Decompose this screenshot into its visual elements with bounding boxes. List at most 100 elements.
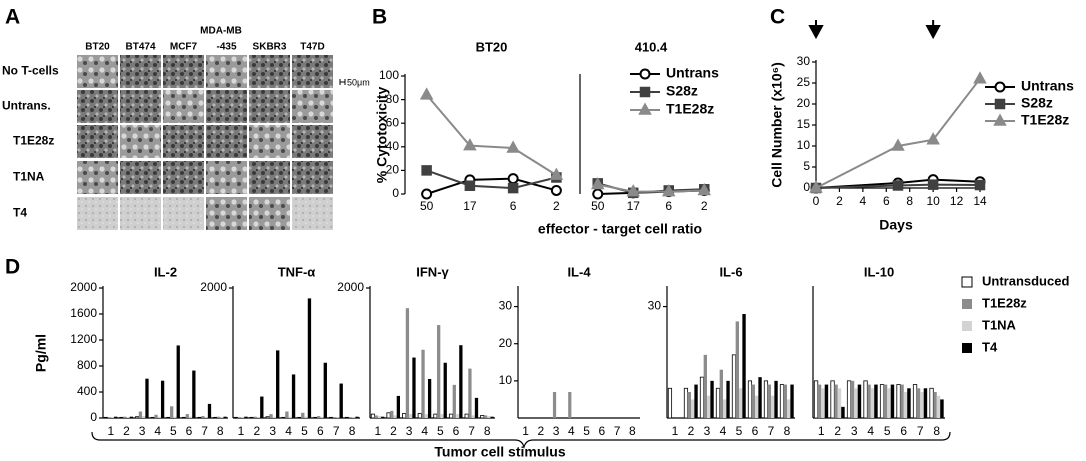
bar <box>405 308 410 418</box>
x-tick-label: 4 <box>421 424 428 438</box>
bar <box>699 376 705 419</box>
micrograph <box>77 197 118 230</box>
bar <box>452 384 456 418</box>
bar <box>735 321 739 418</box>
bar <box>433 413 438 419</box>
row-label: No T-cells <box>2 64 59 78</box>
bar <box>355 416 359 418</box>
bar <box>344 416 350 419</box>
bar <box>135 416 140 419</box>
x-axis-label: Tumor cell stimulus <box>434 444 565 460</box>
bar <box>150 416 155 419</box>
point <box>891 138 905 151</box>
column-label: T47D <box>300 42 324 53</box>
x-tick-label: 6 <box>186 424 193 438</box>
y-tick-label: 20 <box>797 96 811 110</box>
micrograph <box>292 125 333 158</box>
x-tick-label: 7 <box>333 424 340 438</box>
micrograph <box>77 55 118 88</box>
series-line <box>815 178 981 189</box>
bar <box>316 416 321 418</box>
x-tick-label: 2 <box>123 424 130 438</box>
y-axis-label: Cell Number (x10⁶) <box>769 62 785 187</box>
bar <box>448 413 454 419</box>
point <box>463 138 477 151</box>
bar <box>181 416 187 419</box>
x-tick-label: 1 <box>672 424 679 438</box>
bar <box>903 392 908 418</box>
bar <box>763 380 769 419</box>
bar <box>157 416 161 418</box>
bar <box>390 410 394 418</box>
bar <box>687 392 691 418</box>
y-tick-label: 20 <box>386 163 400 177</box>
x-tick-label: 3 <box>704 424 711 438</box>
y-tick-label: 0 <box>803 180 810 194</box>
point <box>464 180 476 191</box>
micrograph <box>249 90 290 123</box>
legend-label: S28z <box>1021 95 1053 111</box>
panel-letter: A <box>5 6 20 29</box>
bar <box>370 413 375 419</box>
bar <box>281 416 286 419</box>
bar <box>933 392 937 418</box>
y-tick-label: 30 <box>797 54 811 68</box>
bar <box>110 417 115 418</box>
bar <box>374 415 378 418</box>
bar <box>907 388 911 418</box>
row-label: T1E28z <box>13 134 54 148</box>
y-tick-label: 20 <box>499 336 513 350</box>
bar <box>336 417 340 418</box>
bar <box>936 395 941 418</box>
bar <box>207 403 212 418</box>
legend-label: Untransduced <box>982 273 1069 288</box>
legend-label: T4 <box>982 339 998 354</box>
y-tick-label: 40 <box>386 139 400 153</box>
legend-marker <box>994 81 1006 93</box>
point <box>973 71 987 84</box>
point <box>507 173 519 185</box>
bar <box>887 388 891 418</box>
bar <box>896 384 901 419</box>
bar <box>830 380 835 419</box>
y-tick-label: 10 <box>797 138 811 152</box>
y-tick-label: 2000 <box>200 280 227 294</box>
legend-marker <box>639 86 651 98</box>
bar <box>233 416 239 419</box>
x-tick-label: 4 <box>285 424 292 438</box>
point <box>590 177 605 190</box>
scale-bar-label: 50μm <box>347 77 370 87</box>
bar <box>890 384 895 418</box>
bar <box>307 298 312 418</box>
y-tick-label: 5 <box>803 159 810 173</box>
x-tick-label: 4 <box>568 424 575 438</box>
bar <box>276 350 280 418</box>
x-tick-label: 2 <box>553 199 560 213</box>
bar <box>867 384 871 418</box>
column-label: BT20 <box>85 42 110 53</box>
y-tick-label: 800 <box>77 358 97 372</box>
bar <box>437 325 441 418</box>
group-label: MDA-MB <box>200 26 242 37</box>
brace <box>91 431 951 450</box>
bar <box>870 388 875 418</box>
bar <box>900 384 904 418</box>
panel-letter: D <box>5 256 20 279</box>
micrograph <box>120 90 161 123</box>
x-tick-label: 6 <box>665 199 672 213</box>
bar <box>119 416 124 419</box>
micrograph <box>120 161 161 194</box>
bar <box>552 392 557 418</box>
bar <box>138 411 143 418</box>
bar <box>758 377 762 418</box>
bar <box>443 362 447 418</box>
y-tick-label: 30 <box>648 299 662 313</box>
micrograph <box>249 197 290 230</box>
bar <box>817 384 822 418</box>
x-tick-label: 3 <box>553 424 560 438</box>
bar <box>707 395 711 418</box>
x-tick-label: 5 <box>884 424 891 438</box>
bar <box>409 414 413 418</box>
micrograph <box>163 125 204 158</box>
bar <box>192 370 196 418</box>
